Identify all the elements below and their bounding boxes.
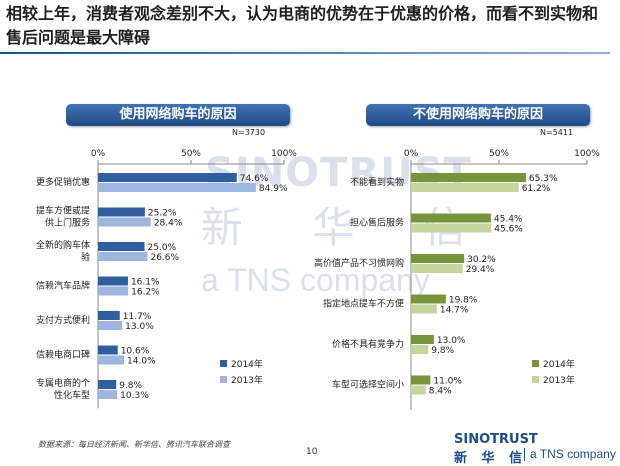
- left-data-label: 28.4%: [154, 219, 183, 229]
- right-data-label: 11.0%: [433, 377, 462, 387]
- left-legend-swatch: [220, 360, 227, 367]
- right-data-label: 14.7%: [440, 306, 469, 316]
- right-bar-2013: [411, 304, 437, 314]
- left-chart-title: 使用网络购车的原因: [66, 104, 290, 126]
- sinotrust-logo: SINOTRUST 新 华 信 a TNS company: [446, 432, 616, 466]
- right-tick-label: 100%: [574, 149, 600, 159]
- left-category-label: 信赖电商口碑: [36, 349, 90, 361]
- right-bar-2013: [411, 385, 426, 395]
- slide-title: 相较上年，消费者观念差别不大，认为电商的优势在于优惠的价格，而看不到实物和售后问…: [6, 4, 599, 47]
- left-tick-label: 50%: [181, 149, 201, 159]
- right-data-label: 45.6%: [494, 225, 523, 235]
- right-data-label: 13.0%: [437, 336, 466, 346]
- left-category-label: 专属电商的个: [36, 377, 90, 389]
- left-bar-2013: [98, 252, 148, 261]
- left-legend-label: 2014年: [231, 358, 263, 370]
- right-legend-label: 2013年: [543, 374, 575, 386]
- left-bar-2013: [98, 286, 129, 296]
- right-legend-swatch: [532, 360, 539, 367]
- left-tick-label: 100%: [271, 149, 297, 159]
- left-data-label: 16.1%: [131, 278, 160, 288]
- left-category-label: 全新的购车体: [36, 239, 90, 251]
- right-data-label: 19.8%: [449, 296, 478, 306]
- right-bar-2014: [411, 213, 491, 223]
- right-legend-swatch: [532, 376, 539, 383]
- left-bar-2014: [98, 311, 120, 320]
- right-bar-2014: [411, 254, 465, 263]
- right-tick-label: 50%: [489, 149, 509, 159]
- left-bar-2014: [98, 345, 118, 355]
- left-tick-label: 0%: [91, 149, 106, 159]
- right-bar-2014: [411, 173, 526, 182]
- left-bar-2013: [98, 183, 256, 192]
- right-bar-2013: [411, 264, 463, 273]
- logo-tagline: a TNS company: [530, 447, 616, 461]
- right-data-label: 65.3%: [529, 174, 558, 184]
- left-bar-2014: [98, 242, 145, 251]
- left-data-label: 84.9%: [259, 184, 288, 194]
- right-legend-label: 2014年: [543, 358, 575, 370]
- left-bar-2013: [98, 390, 118, 399]
- left-bar-2013: [98, 217, 151, 227]
- left-data-label: 25.2%: [148, 209, 177, 219]
- right-chart-title: 不使用网络购车的原因: [366, 104, 590, 126]
- left-data-label: 9.8%: [119, 381, 142, 391]
- right-bar-2013: [411, 345, 429, 354]
- left-bar-2014: [98, 173, 237, 182]
- footer-source: 数据来源：每日经济新闻、新华信、腾讯汽车联合调查: [38, 440, 230, 449]
- right-category-label: 车型可选择空间小: [332, 379, 404, 391]
- right-data-label: 30.2%: [467, 255, 496, 265]
- left-data-label: 11.7%: [123, 312, 152, 322]
- left-data-label: 16.2%: [131, 288, 160, 298]
- left-data-label: 13.0%: [125, 322, 154, 332]
- right-bar-2014: [411, 294, 446, 304]
- left-data-label: 14.0%: [127, 357, 156, 367]
- right-category-label: 不能看到实物: [350, 176, 404, 188]
- left-data-label: 26.6%: [150, 253, 179, 263]
- right-data-label: 61.2%: [522, 184, 551, 194]
- left-data-label: 10.6%: [121, 347, 150, 357]
- left-category-label: 提车方便或提: [36, 205, 90, 217]
- left-category-label: 性化车型: [54, 389, 90, 401]
- left-data-label: 25.0%: [148, 243, 177, 253]
- logo-brand: SINOTRUST: [454, 432, 538, 447]
- right-bar-2013: [411, 183, 519, 192]
- left-category-label: 更多促销优惠: [36, 176, 90, 188]
- left-sample-size: N=3730: [232, 128, 266, 137]
- left-category-label: 验: [81, 251, 90, 263]
- left-bar-2014: [98, 276, 128, 286]
- left-data-label: 74.6%: [240, 174, 269, 184]
- title-underline: [0, 52, 610, 54]
- logo-chinese: 新 华 信: [454, 451, 528, 466]
- page-number: 10: [306, 447, 318, 457]
- left-bar-2013: [98, 355, 125, 365]
- left-bar-2013: [98, 321, 123, 330]
- logo-divider: [524, 448, 525, 461]
- left-legend-swatch: [220, 376, 227, 383]
- right-bar-2014: [411, 335, 434, 344]
- right-data-label: 45.4%: [494, 215, 523, 225]
- left-legend-label: 2013年: [231, 374, 263, 386]
- right-category-label: 担心售后服务: [350, 217, 404, 229]
- left-bar-2014: [98, 380, 117, 389]
- right-category-label: 高价值产品不习惯网购: [314, 257, 404, 269]
- left-bar-2014: [98, 207, 145, 217]
- left-category-label: 支付方式便利: [36, 314, 90, 326]
- right-data-label: 9.8%: [431, 346, 454, 356]
- right-data-label: 29.4%: [466, 265, 495, 275]
- right-category-label: 价格不具有竞争力: [332, 338, 404, 350]
- right-tick-label: 0%: [404, 149, 419, 159]
- left-category-label: 供上门服务: [45, 217, 90, 229]
- right-data-label: 8.4%: [429, 387, 452, 397]
- right-category-label: 指定地点提车不方便: [323, 298, 404, 310]
- right-bar-2013: [411, 223, 492, 233]
- left-category-label: 信赖汽车品牌: [36, 280, 90, 292]
- right-bar-2014: [411, 375, 431, 385]
- right-sample-size: N=5411: [540, 128, 574, 137]
- left-data-label: 10.3%: [120, 391, 149, 401]
